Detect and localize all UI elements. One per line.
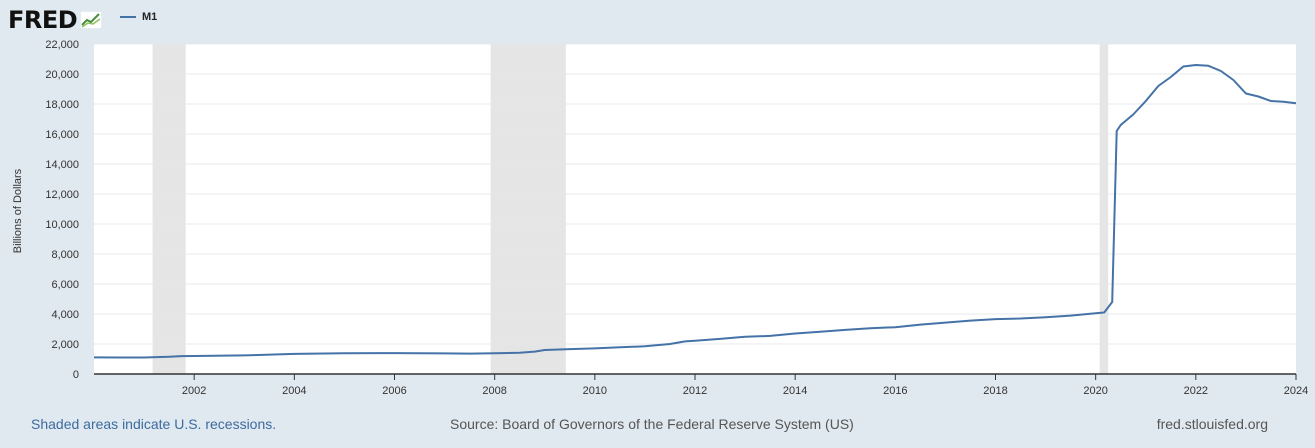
x-tick-label: 2014 — [783, 385, 807, 397]
y-tick-label: 14,000 — [45, 159, 79, 171]
x-tick-label: 2024 — [1284, 385, 1308, 397]
recession-note: Shaded areas indicate U.S. recessions. — [31, 416, 277, 432]
recession-band-2 — [490, 44, 566, 374]
plot-area — [94, 44, 1296, 374]
x-tick-label: 2020 — [1083, 385, 1107, 397]
y-tick-label: 16,000 — [45, 129, 79, 141]
y-tick-label: 2,000 — [51, 339, 79, 351]
chart-line-icon — [80, 11, 103, 29]
x-tick-label: 2016 — [883, 385, 907, 397]
recession-band-3 — [1099, 44, 1109, 374]
x-tick-label: 2008 — [482, 385, 506, 397]
y-tick-label: 10,000 — [45, 219, 79, 231]
m1-chart: 0 2,000 4,000 6,000 8,000 10,000 12,000 14,000 1… — [12, 39, 1308, 397]
x-tick-label: 2018 — [983, 385, 1007, 397]
legend-label-m1: M1 — [142, 11, 158, 23]
y-tick-label: 20,000 — [45, 69, 79, 81]
x-tick-label: 2012 — [683, 385, 707, 397]
x-tick-label: 2006 — [382, 385, 406, 397]
source-note: Source: Board of Governors of the Federa… — [450, 416, 854, 432]
y-tick-label: 22,000 — [45, 39, 79, 51]
series-line-m1[interactable] — [93, 64, 1297, 359]
y-tick-label: 6,000 — [51, 279, 79, 291]
x-tick-label: 2022 — [1184, 385, 1208, 397]
y-tick-label: 4,000 — [51, 309, 79, 321]
chart-legend[interactable]: M1 — [120, 11, 157, 23]
recession-band-1 — [152, 44, 186, 374]
site-link[interactable]: fred.stlouisfed.org — [1156, 416, 1268, 432]
y-axis-label: Billions of Dollars — [12, 168, 24, 253]
x-tick-label: 2010 — [583, 385, 607, 397]
x-tick-label: 2004 — [282, 385, 306, 397]
x-tick-label: 2002 — [182, 385, 206, 397]
legend-line-m1 — [120, 16, 136, 18]
y-tick-label: 18,000 — [45, 99, 79, 111]
y-tick-label: 0 — [73, 369, 79, 381]
y-tick-label: 8,000 — [51, 249, 79, 261]
fred-logo[interactable]: FRED — [8, 6, 103, 34]
logo-text: FRED — [8, 6, 78, 34]
y-tick-label: 12,000 — [45, 189, 79, 201]
